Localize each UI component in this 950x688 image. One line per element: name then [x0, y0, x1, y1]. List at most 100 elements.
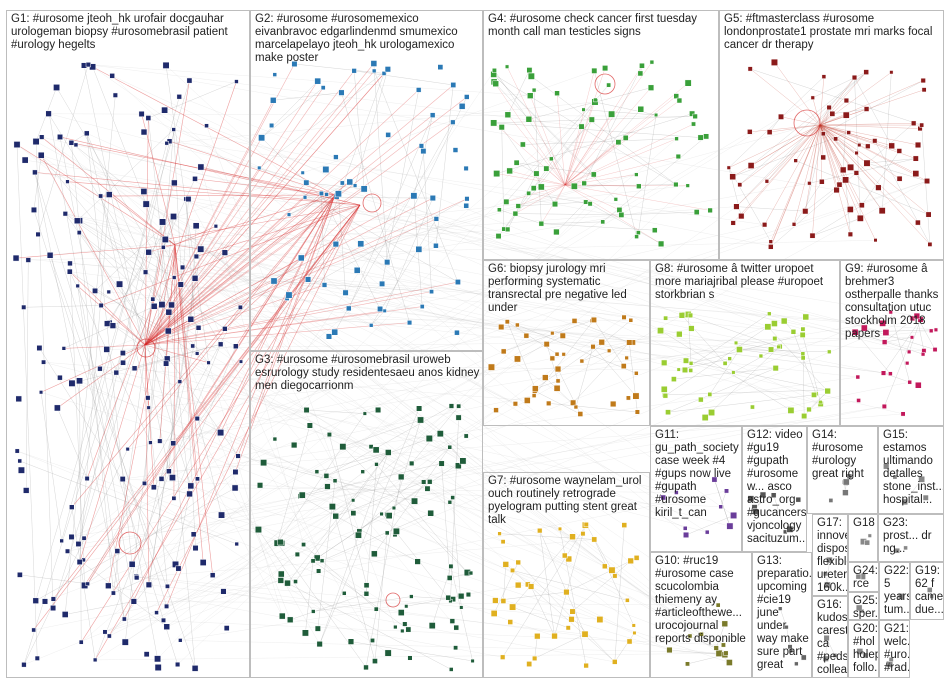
node-g1 — [68, 379, 76, 387]
edge — [147, 319, 594, 399]
node-g2 — [270, 97, 277, 104]
node-g4 — [578, 123, 585, 130]
edge — [40, 392, 62, 541]
edge — [101, 183, 810, 306]
edge — [728, 76, 825, 168]
node-g7 — [631, 623, 636, 628]
node-g3 — [448, 563, 454, 569]
edge — [57, 344, 146, 409]
node-g9 — [917, 316, 924, 323]
node-g17 — [826, 556, 833, 564]
edge — [823, 80, 924, 134]
node-g7 — [626, 638, 633, 645]
group-panel-g5: G5: #ftmasterclass #urosome londonprosta… — [719, 10, 944, 260]
edge — [594, 101, 657, 116]
edge — [503, 319, 595, 352]
edge — [144, 193, 322, 346]
node-g5 — [896, 148, 903, 154]
edge — [812, 124, 821, 236]
edge — [41, 155, 630, 343]
node-g3 — [398, 473, 405, 481]
edge — [534, 390, 581, 415]
node-g23 — [894, 547, 900, 554]
edge — [714, 479, 731, 527]
node-g3 — [254, 526, 262, 534]
node-g1 — [109, 322, 117, 329]
node-g2 — [452, 147, 459, 153]
node-g2 — [331, 328, 339, 336]
node-g1 — [46, 252, 54, 259]
edge — [200, 249, 516, 404]
node-g4 — [674, 136, 679, 141]
edge — [34, 172, 361, 206]
node-g11 — [726, 522, 734, 530]
edge — [144, 181, 350, 346]
edge — [534, 633, 586, 659]
node-g4 — [515, 203, 521, 209]
edge — [668, 394, 815, 413]
node-g3 — [350, 510, 357, 517]
edge — [200, 249, 724, 646]
edge — [144, 291, 432, 346]
edge — [168, 319, 191, 332]
edge — [180, 358, 518, 641]
edge — [539, 530, 586, 635]
edge-layer — [16, 61, 936, 670]
node-g2 — [291, 60, 298, 67]
node-g13 — [800, 654, 807, 661]
edge — [687, 314, 692, 364]
node-g1 — [222, 326, 228, 332]
node-g5 — [809, 232, 816, 239]
node-g5 — [833, 186, 840, 194]
edge — [411, 406, 459, 464]
node-g8 — [772, 365, 779, 372]
node-g11 — [682, 526, 688, 531]
edge — [189, 80, 837, 191]
edge — [17, 450, 555, 637]
node-g1 — [130, 598, 137, 605]
edge — [312, 481, 430, 562]
node-g1 — [168, 301, 175, 309]
edge — [148, 330, 932, 408]
group-label-g2: G2: #urosome #urosomemexico eivanbravoc … — [255, 13, 458, 64]
node-g4 — [685, 183, 690, 188]
node-g3 — [458, 592, 465, 600]
edge — [502, 524, 587, 658]
edge — [168, 311, 924, 351]
edge — [754, 495, 774, 508]
edge — [908, 319, 921, 352]
edge — [564, 61, 653, 186]
edge — [59, 136, 361, 206]
node-g15 — [892, 474, 898, 480]
node-g3 — [405, 626, 412, 633]
edge — [556, 201, 586, 233]
edge — [874, 140, 931, 245]
node-g8 — [698, 396, 704, 403]
edge — [57, 407, 88, 479]
node-g1 — [197, 245, 205, 253]
edge — [506, 66, 566, 186]
node-g7 — [514, 581, 522, 589]
edge — [592, 346, 637, 397]
node-g1 — [234, 79, 239, 84]
edge — [53, 204, 361, 600]
edge — [819, 124, 863, 206]
node-g1 — [84, 476, 90, 482]
node-g2 — [464, 196, 470, 202]
node-g8 — [687, 312, 694, 318]
edge — [77, 285, 125, 620]
edge — [691, 334, 803, 364]
group-panel-g1: G1: #urosome jteoh_hk urofair docgauhar … — [6, 10, 250, 678]
node-g18 — [867, 533, 872, 538]
self-loop — [136, 338, 156, 358]
edge — [48, 113, 146, 273]
node-g7 — [625, 598, 630, 603]
node-g1 — [32, 597, 39, 604]
edge — [92, 66, 734, 516]
edge — [109, 322, 613, 571]
group-label-g1: G1: #urosome jteoh_hk urofair docgauhar … — [11, 13, 228, 51]
node-g3 — [409, 594, 414, 599]
edge — [381, 89, 419, 284]
node-g2 — [429, 112, 436, 118]
edge — [258, 529, 314, 612]
